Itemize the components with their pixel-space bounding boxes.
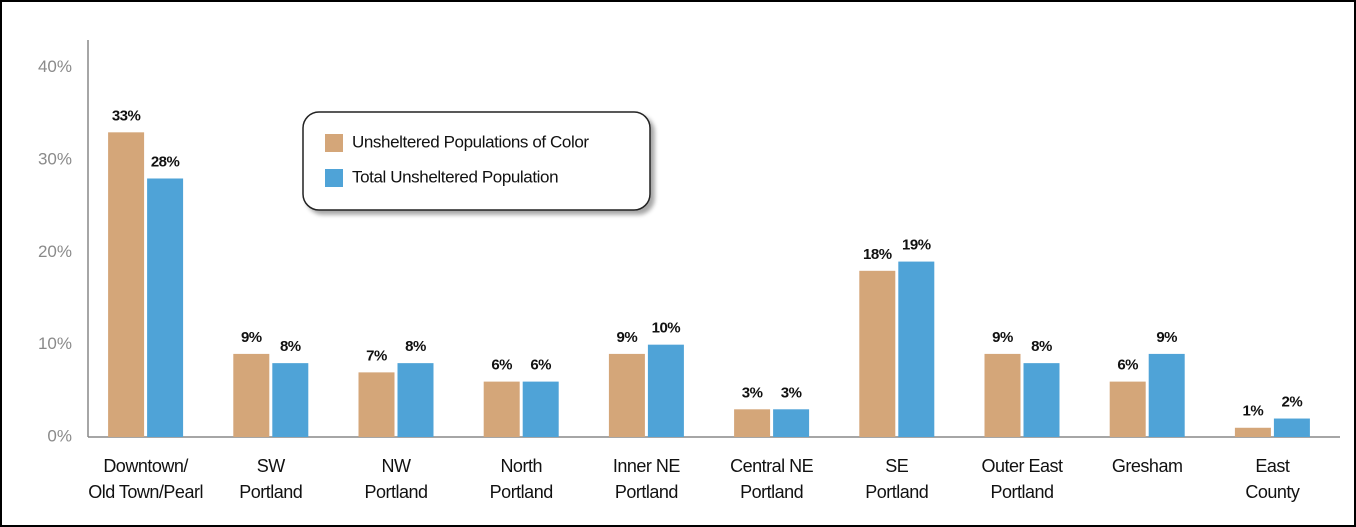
bar — [397, 363, 434, 437]
x-tick-label: Portland — [615, 482, 678, 502]
value-label: 6% — [530, 357, 551, 374]
value-label: 10% — [652, 320, 681, 337]
bar — [1273, 418, 1310, 437]
bar — [272, 363, 309, 437]
value-label: 3% — [781, 384, 802, 401]
bar — [773, 409, 810, 437]
value-label: 28% — [151, 153, 180, 170]
y-tick-label: 10% — [38, 334, 72, 353]
value-label: 9% — [992, 329, 1013, 346]
bar — [522, 381, 559, 437]
x-tick-label: Outer East — [981, 456, 1063, 476]
bar — [734, 409, 771, 437]
x-tick-label: Portland — [239, 482, 302, 502]
value-label: 9% — [241, 329, 262, 346]
value-label: 8% — [280, 338, 301, 355]
x-tick-label: Gresham — [1112, 456, 1183, 476]
value-label: 9% — [1156, 329, 1177, 346]
value-label: 6% — [491, 357, 512, 374]
bar — [1109, 381, 1146, 437]
value-label: 7% — [366, 347, 387, 364]
bar — [233, 353, 270, 437]
x-tick-label: Portland — [490, 482, 553, 502]
bar — [108, 132, 145, 438]
bar — [647, 344, 684, 437]
x-tick-label: Portland — [990, 482, 1053, 502]
value-label: 1% — [1243, 403, 1264, 420]
value-label: 3% — [742, 384, 763, 401]
y-tick-label: 30% — [38, 150, 72, 169]
bar — [984, 353, 1021, 437]
value-label: 8% — [1031, 338, 1052, 355]
legend: Unsheltered Populations of Color Total Un… — [302, 111, 651, 211]
y-tick-label: 40% — [38, 57, 72, 76]
value-label: 6% — [1117, 357, 1138, 374]
bar — [147, 178, 184, 437]
legend-swatch — [325, 169, 343, 187]
legend-label: Total Unsheltered Population — [352, 167, 558, 186]
legend-label: Unsheltered Populations of Color — [352, 132, 589, 151]
bar — [358, 372, 395, 437]
bar — [483, 381, 520, 437]
y-tick-label: 0% — [47, 426, 72, 445]
x-tick-label: NW — [382, 456, 411, 476]
bar — [1148, 353, 1185, 437]
legend-box — [302, 111, 651, 211]
value-label: 19% — [902, 237, 931, 254]
x-tick-label: North — [500, 456, 542, 476]
value-label: 9% — [617, 329, 638, 346]
x-tick-label: Downtown/ — [103, 456, 188, 476]
x-tick-label: East — [1255, 456, 1290, 476]
value-label: 2% — [1282, 394, 1303, 411]
value-label: 18% — [863, 246, 892, 263]
bar — [608, 353, 645, 437]
x-tick-label: Portland — [740, 482, 803, 502]
x-tick-label: Portland — [364, 482, 427, 502]
x-tick-label: SE — [885, 456, 909, 476]
x-tick-label: County — [1245, 482, 1300, 502]
x-tick-label: SW — [257, 456, 286, 476]
x-tick-label: Central NE — [730, 456, 814, 476]
x-tick-label: Inner NE — [613, 456, 681, 476]
value-label: 33% — [112, 107, 141, 124]
value-label: 8% — [405, 338, 426, 355]
bar — [1234, 427, 1271, 437]
bar — [1023, 363, 1060, 437]
x-tick-label: Old Town/Pearl — [88, 482, 203, 502]
bar — [859, 270, 896, 437]
legend-swatch — [325, 134, 343, 152]
y-tick-label: 20% — [38, 242, 72, 261]
x-tick-label: Portland — [865, 482, 928, 502]
bar — [898, 261, 935, 437]
